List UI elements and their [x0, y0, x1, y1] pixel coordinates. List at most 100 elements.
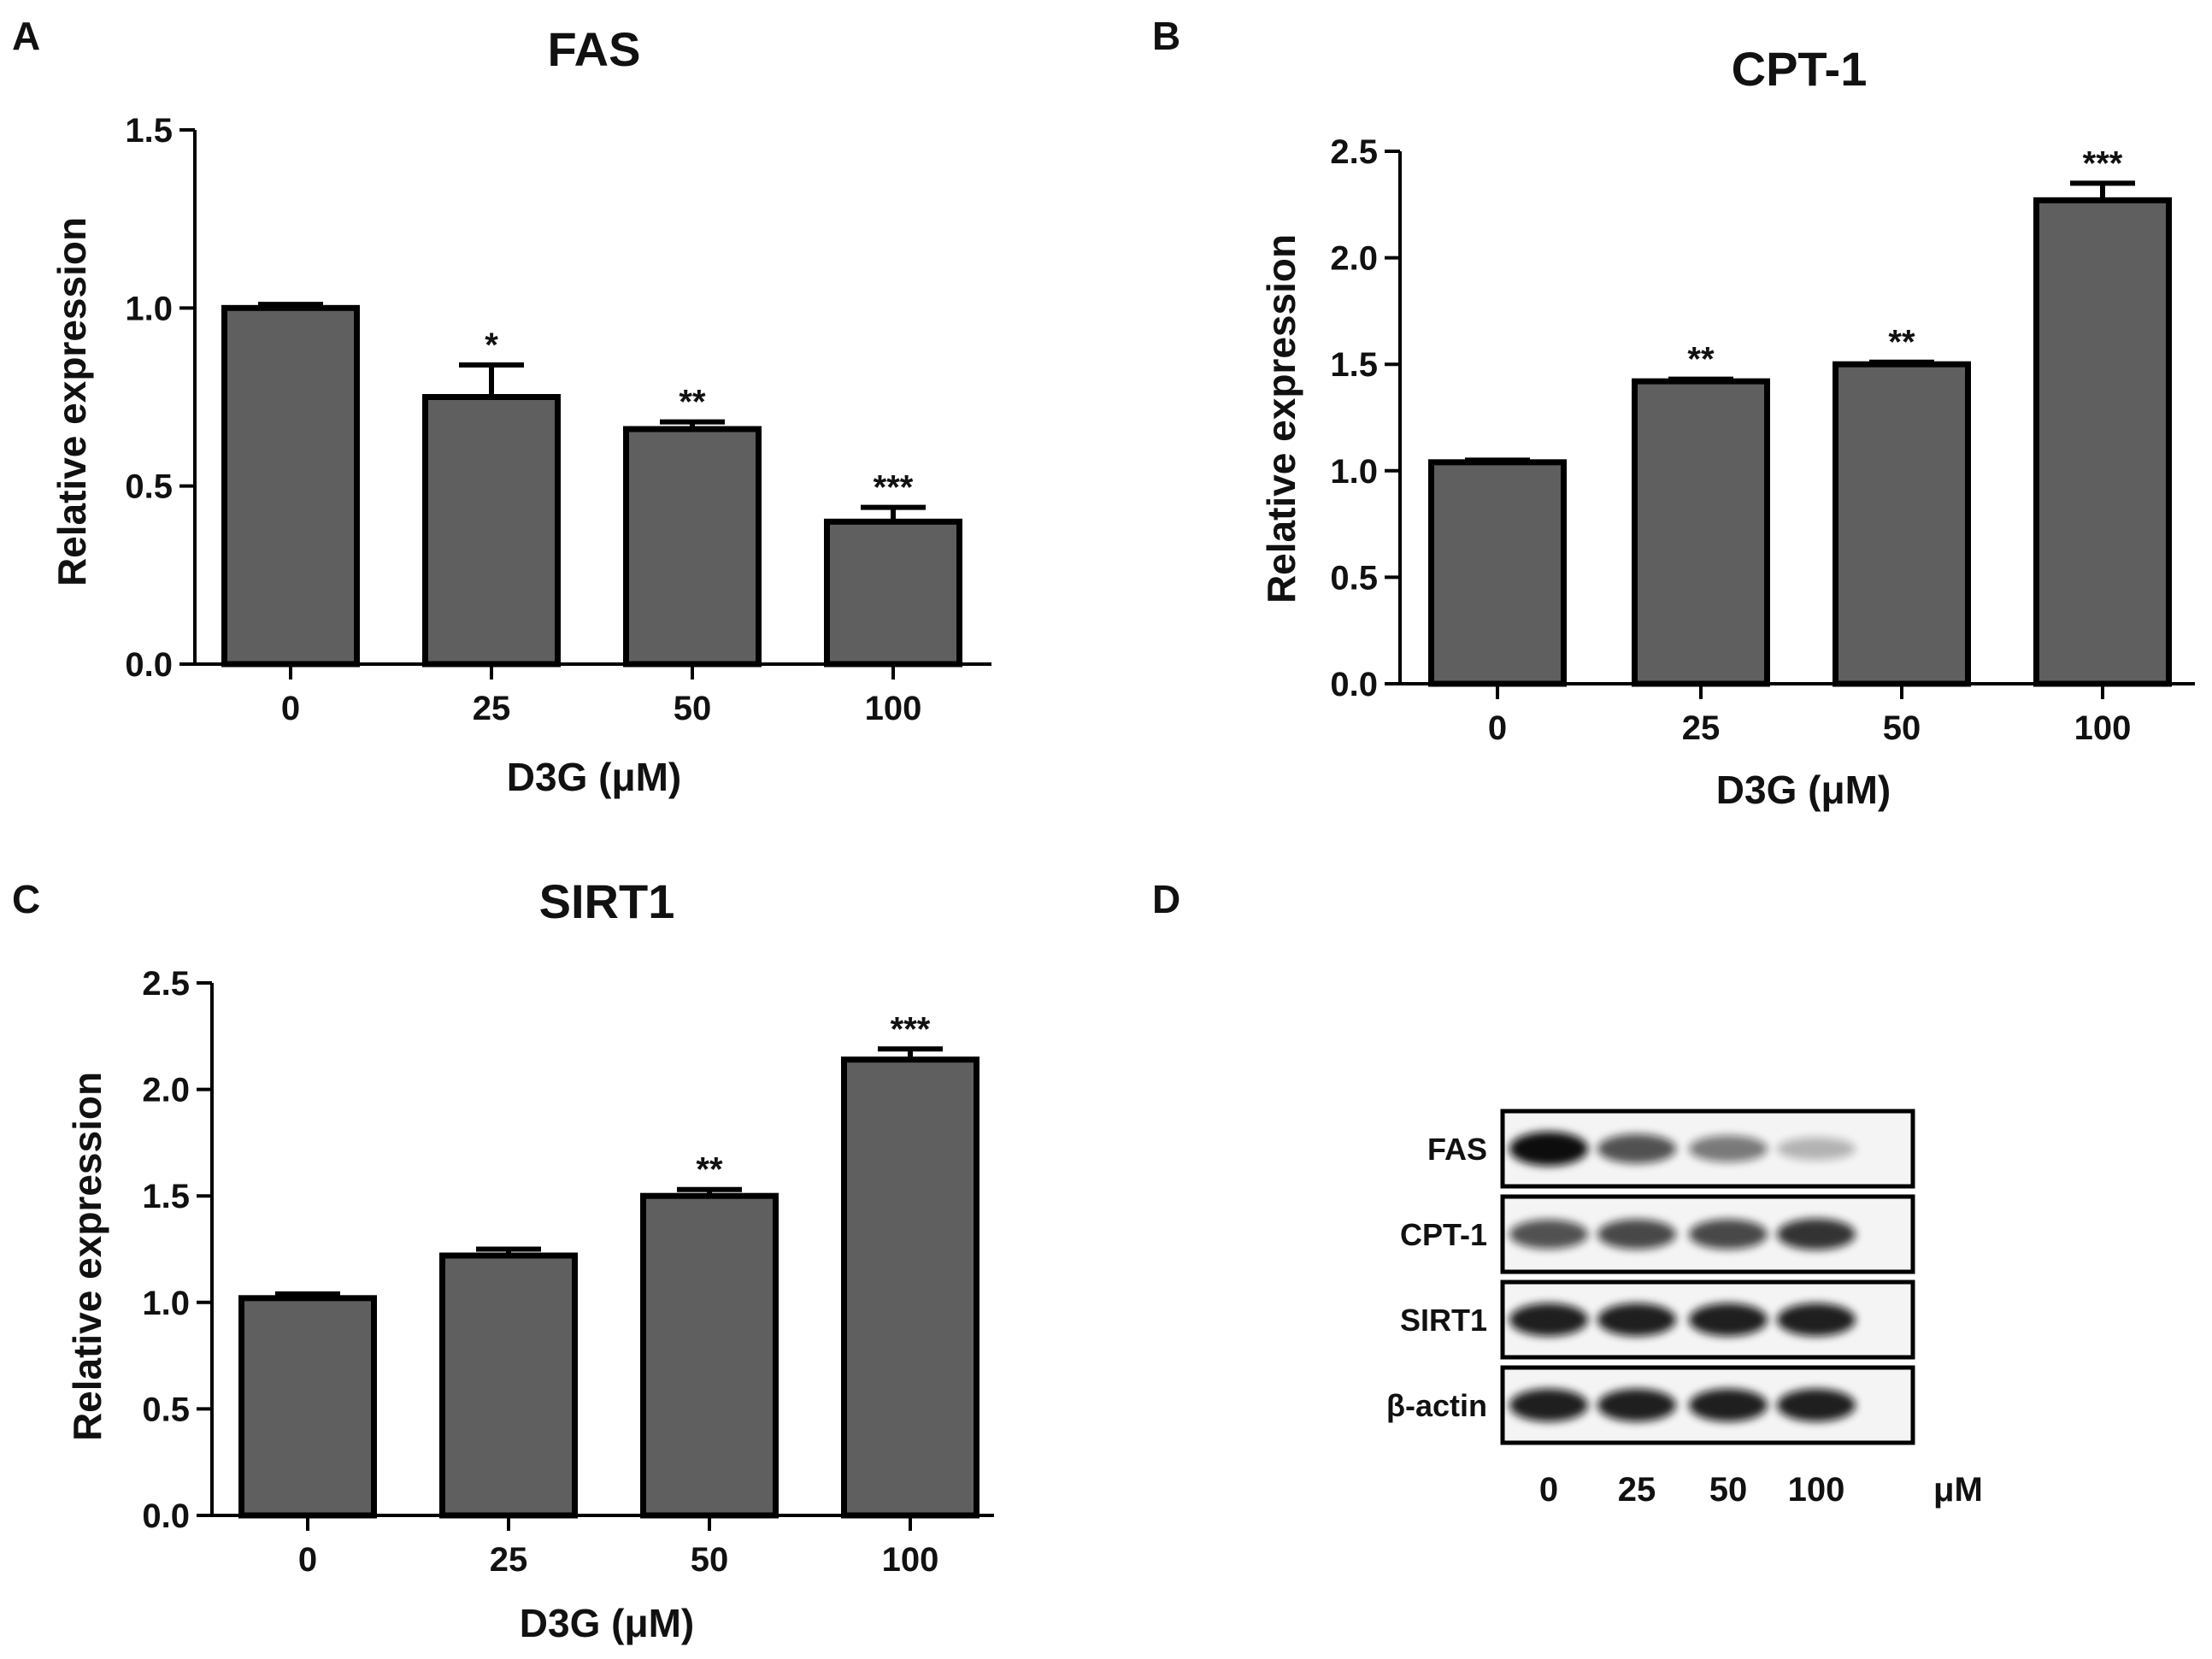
y-tick-label: 1.0 — [1330, 453, 1378, 491]
panel-letter: C — [12, 877, 40, 921]
significance-marker: ** — [679, 384, 706, 421]
significance-marker: * — [485, 327, 498, 364]
blot-band — [1597, 1388, 1676, 1422]
bars: ****** — [221, 302, 962, 668]
bar — [221, 304, 360, 668]
bars: ** ***** — [1428, 144, 2172, 687]
blot-lane-labels: 0 25 50 100 — [1539, 1471, 1845, 1509]
y-ticks: 0.0 0.5 1.0 1.5 — [125, 112, 195, 684]
y-tick-label: 0.0 — [142, 1497, 190, 1535]
y-tick-label: 0.5 — [125, 468, 173, 506]
x-tick-label: 50 — [674, 690, 712, 727]
x-ticks: 0 25 50 100 — [281, 664, 922, 727]
x-tick-label: 100 — [882, 1541, 939, 1579]
x-tick-label: 25 — [473, 690, 511, 727]
panel-d-western-blot: D FAS CPT-1 SIRT1 β-actin 0 25 50 100 μM — [1152, 877, 1983, 1509]
blot-band — [1597, 1303, 1676, 1337]
chart-title: SIRT1 — [539, 874, 675, 928]
axes — [193, 130, 991, 666]
blot-band — [1509, 1388, 1588, 1422]
significance-marker: *** — [891, 1010, 931, 1048]
y-tick-label: 2.5 — [1330, 133, 1378, 171]
significance-marker: ** — [1888, 324, 1915, 362]
x-tick-label: 0 — [281, 690, 300, 727]
blot-row: SIRT1 — [1400, 1280, 1915, 1360]
significance-marker: ** — [1687, 341, 1715, 379]
x-tick-label: 50 — [691, 1541, 729, 1579]
y-tick-label: 0.5 — [1330, 559, 1378, 597]
panel-letter: D — [1152, 877, 1180, 921]
blot-band — [1777, 1137, 1856, 1161]
bar — [640, 1192, 779, 1519]
x-tick-label: 100 — [865, 690, 922, 727]
blot-band — [1597, 1219, 1676, 1250]
blot-unit: μM — [1933, 1471, 1983, 1509]
bars: ***** — [238, 1010, 980, 1519]
blot-row: FAS — [1427, 1109, 1915, 1189]
y-tick-label: 2.5 — [142, 965, 190, 1003]
blot-band — [1777, 1303, 1856, 1337]
panel-b: B CPT-1 Relative expression D3G (μM) 0.0… — [1152, 14, 2195, 812]
significance-marker: *** — [874, 469, 914, 507]
bar — [2033, 197, 2172, 687]
x-ticks: 0 25 50 100 — [1488, 684, 2132, 747]
x-tick-label: 25 — [1682, 709, 1721, 747]
bar — [439, 1252, 578, 1519]
y-tick-label: 0.0 — [1330, 666, 1378, 703]
panel-a: A FAS Relative expression D3G (μM) 0.00.… — [12, 14, 991, 799]
bar — [824, 518, 962, 668]
panel-letter: A — [12, 14, 40, 58]
blot-band — [1509, 1219, 1588, 1250]
x-axis-label: D3G (μM) — [507, 755, 681, 799]
blot-band — [1509, 1303, 1588, 1337]
y-axis-label: Relative expression — [50, 217, 94, 586]
x-tick-label: 0 — [1488, 709, 1507, 747]
significance-marker: ** — [696, 1151, 723, 1189]
x-tick-label: 100 — [2074, 709, 2132, 747]
y-tick-label: 1.5 — [1330, 346, 1378, 384]
x-ticks: 0 25 50 100 — [298, 1515, 939, 1579]
blot-row: CPT-1 — [1400, 1194, 1915, 1274]
y-tick-label: 1.0 — [125, 290, 173, 327]
bar — [238, 1295, 377, 1519]
y-tick-label: 1.0 — [142, 1285, 190, 1322]
y-tick-label: 2.0 — [142, 1072, 190, 1109]
blot-band — [1509, 1132, 1588, 1166]
bar — [1833, 361, 1971, 687]
bar — [422, 394, 561, 668]
y-ticks: 0.0 0.5 1.0 1.5 2.0 2.5 — [1330, 133, 1400, 703]
y-tick-label: 0.0 — [125, 646, 173, 684]
panel-letter: B — [1152, 14, 1180, 58]
blot-row-label: CPT-1 — [1400, 1217, 1487, 1252]
blot-band — [1777, 1218, 1856, 1250]
y-tick-label: 1.5 — [125, 112, 173, 150]
blot-band — [1689, 1388, 1768, 1422]
blot-band — [1689, 1135, 1768, 1162]
blot-lane-label: 0 — [1539, 1471, 1558, 1509]
blot-row: β-actin — [1386, 1365, 1915, 1445]
y-ticks: 0.0 0.5 1.0 1.5 2.0 2.5 — [142, 965, 212, 1535]
blot-row-label: β-actin — [1386, 1388, 1487, 1423]
bar — [1428, 459, 1567, 687]
blot-rows: FAS CPT-1 SIRT1 β-actin — [1386, 1109, 1915, 1445]
x-axis-label: D3G (μM) — [1716, 768, 1891, 812]
chart-title: FAS — [548, 22, 641, 76]
y-axis-label: Relative expression — [65, 1072, 109, 1441]
x-axis-label: D3G (μM) — [520, 1601, 694, 1645]
blot-row-label: FAS — [1427, 1132, 1487, 1167]
axes — [1398, 151, 2195, 685]
y-tick-label: 1.5 — [142, 1178, 190, 1215]
axes — [210, 983, 994, 1517]
bar — [623, 426, 762, 668]
blot-lane-label: 100 — [1788, 1471, 1845, 1509]
y-axis-label: Relative expression — [1259, 234, 1303, 603]
chart-title: CPT-1 — [1732, 42, 1868, 96]
panel-c: C SIRT1 Relative expression D3G (μM) 0.0… — [12, 874, 994, 1645]
significance-marker: *** — [2083, 144, 2123, 182]
blot-band — [1597, 1133, 1676, 1164]
bar — [1632, 378, 1770, 687]
blot-band — [1777, 1388, 1856, 1422]
y-tick-label: 2.0 — [1330, 240, 1378, 278]
blot-lane-label: 50 — [1709, 1471, 1748, 1509]
